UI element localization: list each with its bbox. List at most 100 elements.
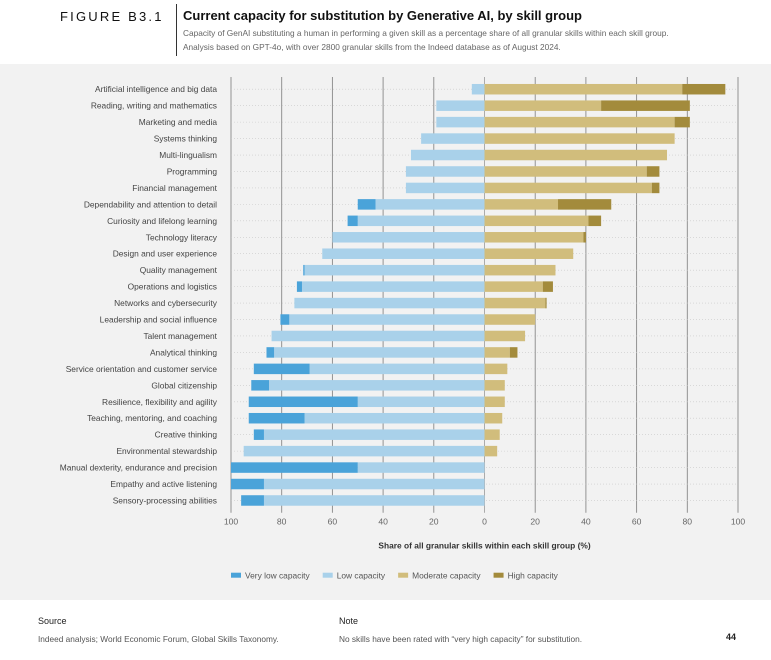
bar-low <box>436 116 485 128</box>
bar-low <box>357 215 485 227</box>
legend-swatch <box>231 572 241 578</box>
category-label: Networks and cybersecurity <box>114 298 218 308</box>
bar-low <box>271 330 485 342</box>
bar-low <box>263 478 485 490</box>
bar-very-low <box>303 264 305 276</box>
bar-low <box>309 363 485 375</box>
category-label: Marketing and media <box>139 117 218 127</box>
header-divider <box>176 4 177 56</box>
category-label: Operations and logistics <box>128 282 217 292</box>
category-label: Teaching, mentoring, and coaching <box>87 413 217 423</box>
bar-moderate <box>484 199 559 210</box>
bar-moderate <box>484 248 574 259</box>
bar-very-low <box>253 363 310 375</box>
bar-high <box>646 166 660 177</box>
note-heading: Note <box>339 616 359 626</box>
bar-moderate <box>484 363 508 375</box>
category-label: Curiosity and lifelong learning <box>107 216 217 226</box>
category-label: Programming <box>167 166 218 176</box>
x-tick-label: 80 <box>277 517 287 527</box>
category-label: Quality management <box>140 265 218 275</box>
bar-low <box>436 100 485 111</box>
bar-very-low <box>231 478 264 490</box>
bar-very-low <box>248 412 305 424</box>
bar-very-low <box>231 462 358 473</box>
bar-low <box>289 314 485 325</box>
bar-high <box>588 215 602 227</box>
x-tick-label: 100 <box>224 517 239 527</box>
bar-low <box>410 149 485 161</box>
bar-moderate <box>484 182 652 194</box>
bar-moderate <box>484 166 647 177</box>
category-label: Creative thinking <box>155 430 218 440</box>
figure-header: FIGURE B3.1 Current capacity for substit… <box>0 0 771 64</box>
x-axis-title: Share of all granular skills within each… <box>378 541 590 551</box>
bar-moderate <box>484 429 500 440</box>
bar-low <box>304 412 485 424</box>
bar-very-low <box>251 380 270 391</box>
category-label: Design and user experience <box>113 249 218 259</box>
bar-high <box>545 297 547 309</box>
bar-low <box>375 199 485 210</box>
category-label: Dependability and attention to detail <box>84 199 217 209</box>
bar-high <box>583 232 586 243</box>
x-tick-label: 60 <box>632 517 642 527</box>
bar-low <box>471 83 485 95</box>
legend-swatch <box>398 572 409 578</box>
legend-label: Low capacity <box>337 571 386 581</box>
x-tick-label: 40 <box>378 517 388 527</box>
category-label: Reading, writing and mathematics <box>91 101 217 111</box>
category-label: Talent management <box>143 331 217 341</box>
bar-very-low <box>241 495 264 506</box>
source-text: Indeed analysis; World Economic Forum, G… <box>38 634 279 644</box>
x-tick-label: 0 <box>482 517 487 527</box>
bar-very-low <box>280 314 290 325</box>
bar-high <box>651 182 660 194</box>
category-label: Analytical thinking <box>150 347 217 357</box>
bar-moderate <box>484 314 536 325</box>
bar-low <box>269 380 485 391</box>
bar-low <box>263 495 485 506</box>
bar-moderate <box>484 297 546 309</box>
bar-low <box>301 281 485 292</box>
note-text: No skills have been rated with “very hig… <box>339 634 583 644</box>
bar-moderate <box>484 100 602 111</box>
bar-low <box>322 248 485 259</box>
x-tick-label: 60 <box>328 517 338 527</box>
bar-very-low <box>357 199 376 210</box>
x-tick-label: 80 <box>683 517 693 527</box>
bar-low <box>405 182 485 194</box>
bar-low <box>243 445 485 457</box>
bar-high <box>682 83 726 95</box>
bar-moderate <box>484 232 584 243</box>
bar-moderate <box>484 149 668 161</box>
category-label: Global citizenship <box>151 380 217 390</box>
bar-very-low <box>347 215 358 227</box>
chart-title: Current capacity for substitution by Gen… <box>183 8 582 23</box>
bar-low <box>294 297 485 309</box>
category-label: Manual dexterity, endurance and precisio… <box>60 463 218 473</box>
category-label: Environmental stewardship <box>116 446 217 456</box>
category-label: Systems thinking <box>154 134 218 144</box>
subtitle-line-1: Capacity of GenAI substituting a human i… <box>183 28 669 38</box>
bar-very-low <box>248 396 358 408</box>
bar-high <box>509 347 518 358</box>
x-tick-label: 20 <box>429 517 439 527</box>
bar-moderate <box>484 347 510 358</box>
subtitle-line-2: Analysis based on GPT-4o, with over 2800… <box>183 42 561 52</box>
figure-footer: Source Indeed analysis; World Economic F… <box>0 600 771 660</box>
bar-moderate <box>484 215 589 227</box>
category-label: Empathy and active listening <box>110 479 217 489</box>
bar-moderate <box>484 281 543 292</box>
bar-low <box>304 264 485 276</box>
bar-very-low <box>266 347 275 358</box>
bar-moderate <box>484 412 503 424</box>
x-tick-label: 20 <box>530 517 540 527</box>
legend-swatch <box>322 572 333 578</box>
x-tick-label: 100 <box>731 517 746 527</box>
figure-label: FIGURE B3.1 <box>60 9 164 24</box>
legend-label: Moderate capacity <box>412 571 481 581</box>
category-label: Artificial intelligence and big data <box>95 84 217 94</box>
category-label: Sensory-processing abilities <box>113 495 217 505</box>
bar-low <box>332 232 485 243</box>
